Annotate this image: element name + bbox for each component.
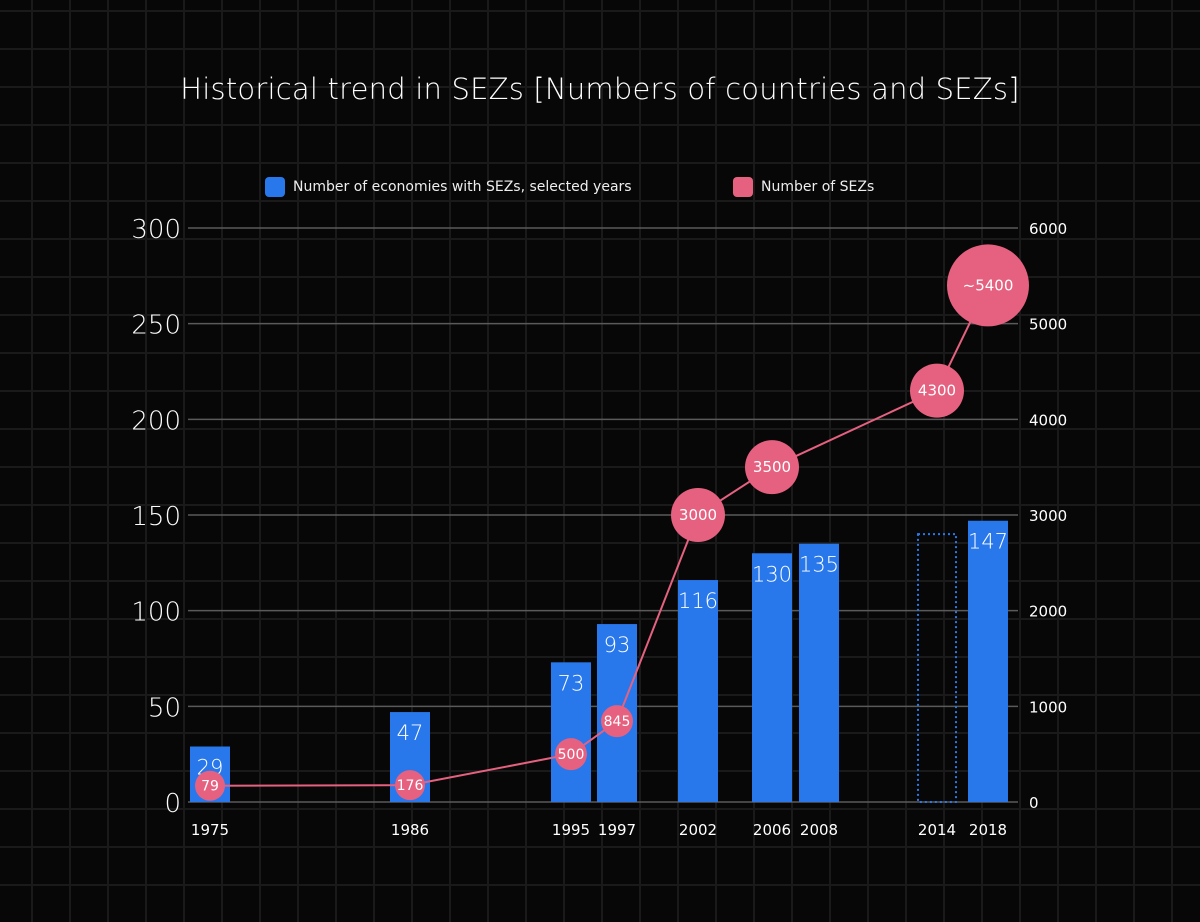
x-axis-tick: 1986 <box>391 821 429 839</box>
legend-swatch-pink <box>733 177 753 197</box>
left-axis-tick: 250 <box>131 311 181 341</box>
sez-line <box>209 284 989 787</box>
sez-bubble-1997 <box>601 705 633 738</box>
left-axis-tick: 150 <box>131 502 181 532</box>
sez-bubble-1986 <box>395 770 425 801</box>
right-axis-tick: 1000 <box>1029 698 1067 716</box>
bar-2006 <box>752 553 792 802</box>
right-axis-tick: 0 <box>1029 794 1039 812</box>
sez-bubble-1995 <box>555 738 587 771</box>
legend-label: Number of economies with SEZs, selected … <box>293 179 632 195</box>
x-axis-tick: 2014 <box>918 821 956 839</box>
bar-2002 <box>678 580 718 802</box>
left-axis-tick: 300 <box>131 215 181 245</box>
right-axis-tick: 3000 <box>1029 507 1067 525</box>
chart-title: Historical trend in SEZs [Numbers of cou… <box>180 72 1020 106</box>
sez-bubble-label: ~5400 <box>963 276 1014 294</box>
x-axis-tick: 2006 <box>753 821 791 839</box>
right-axis-tick: 4000 <box>1029 411 1067 429</box>
bar-2018 <box>968 520 1008 802</box>
left-axis-tick: 0 <box>164 789 181 819</box>
bar-value-label: 93 <box>604 633 631 657</box>
x-axis-tick: 2002 <box>679 821 717 839</box>
bar-value-label: 73 <box>558 671 585 695</box>
sez-bubble-label: 3000 <box>679 506 717 524</box>
sez-bubble-label: 3500 <box>753 458 791 476</box>
bar-value-label: 135 <box>799 553 839 577</box>
sez-bubble-2006 <box>745 440 799 495</box>
x-axis-tick: 1995 <box>552 821 590 839</box>
legend-item-sezs[interactable]: Number of SEZs <box>733 177 874 197</box>
right-axis-tick: 5000 <box>1029 316 1067 334</box>
right-axis-tick: 2000 <box>1029 603 1067 621</box>
sez-bubble-label: 4300 <box>918 382 956 400</box>
sez-bubble-label: 500 <box>558 747 585 763</box>
sez-bubble-label: 79 <box>201 779 219 795</box>
left-axis-tick: 100 <box>131 598 181 628</box>
sez-bubble-label: 845 <box>604 714 631 730</box>
bar-value-label: 47 <box>397 721 424 745</box>
legend-item-economies[interactable]: Number of economies with SEZs, selected … <box>265 177 632 197</box>
bar-value-label: 116 <box>678 589 718 613</box>
left-axis-tick: 200 <box>131 406 181 436</box>
x-axis-tick: 1997 <box>598 821 636 839</box>
sez-bubble-2002 <box>671 488 725 542</box>
sez-bubble-label: 176 <box>397 778 424 794</box>
left-axis-tick: 50 <box>148 693 181 723</box>
sez-bubble-2018 <box>947 244 1029 327</box>
bar-1995 <box>551 662 591 802</box>
legend-label: Number of SEZs <box>761 179 875 195</box>
legend-swatch-blue <box>265 177 285 197</box>
sez-bubble-1975 <box>195 770 225 801</box>
x-axis-tick: 1975 <box>191 821 229 839</box>
bar-2008 <box>799 543 839 802</box>
bar-placeholder-2014 <box>917 533 957 804</box>
x-axis-tick: 2008 <box>800 821 838 839</box>
sez-bubble-2014 <box>910 363 964 418</box>
bar-value-label: 130 <box>752 562 792 586</box>
bar-value-label: 147 <box>968 530 1008 554</box>
x-axis-tick: 2018 <box>969 821 1007 839</box>
right-axis-tick: 6000 <box>1029 220 1067 238</box>
